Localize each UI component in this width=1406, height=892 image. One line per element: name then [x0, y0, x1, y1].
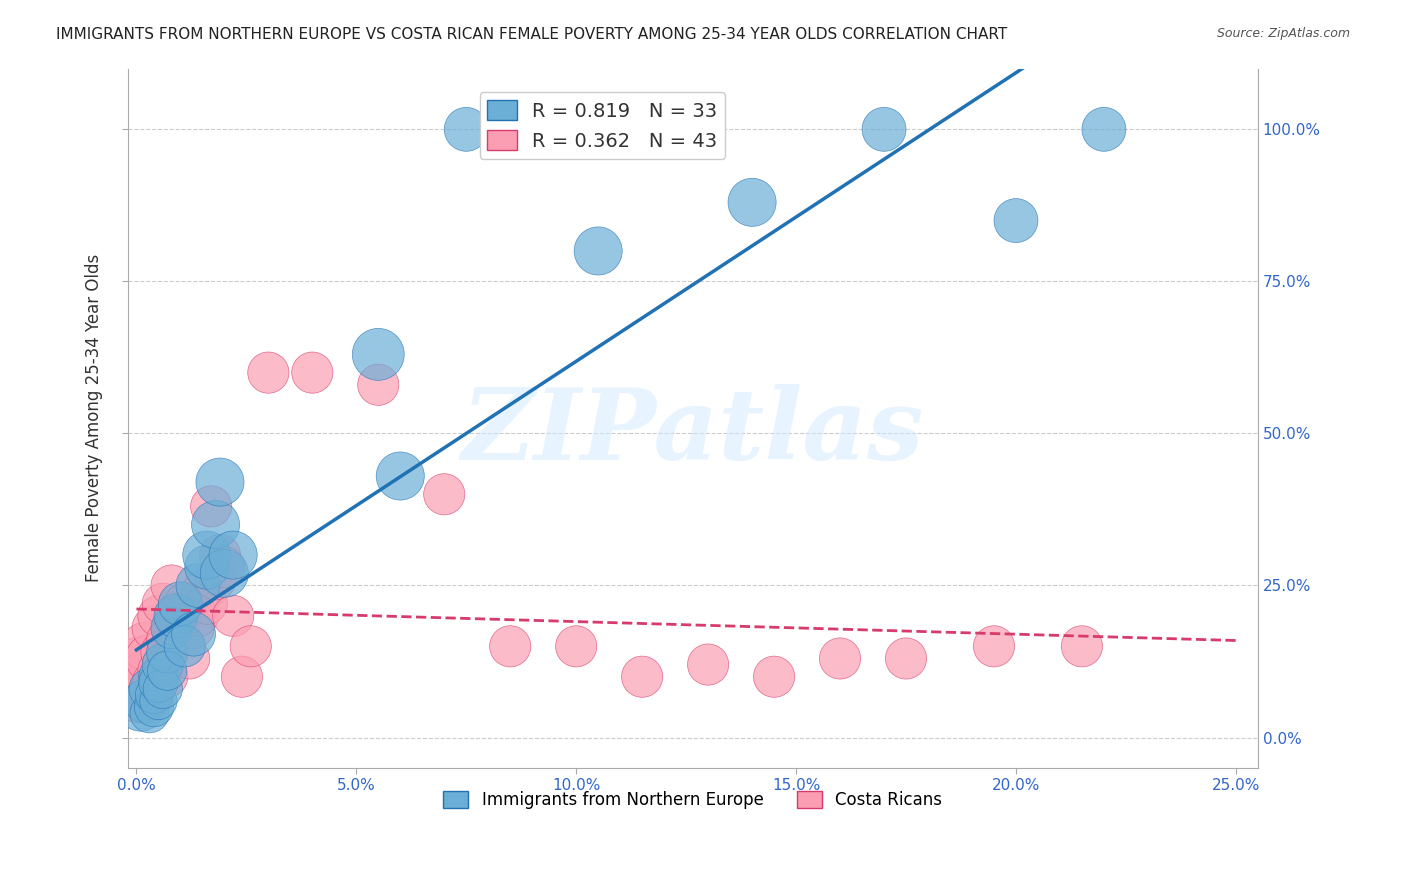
Point [143, 688, 166, 702]
Point [156, 664, 179, 678]
Point [183, 627, 205, 641]
Point [1092, 122, 1115, 136]
Point [195, 597, 218, 611]
Point [143, 700, 166, 714]
Point [148, 675, 170, 690]
Point [134, 670, 156, 684]
Point [156, 633, 179, 648]
Point [367, 377, 389, 392]
Y-axis label: Female Poverty Among 25-34 Year Olds: Female Poverty Among 25-34 Year Olds [86, 254, 103, 582]
Point [129, 700, 152, 714]
Point [179, 651, 201, 665]
Point [187, 608, 209, 623]
Point [222, 608, 245, 623]
Text: Source: ZipAtlas.com: Source: ZipAtlas.com [1216, 27, 1350, 40]
Point [148, 670, 170, 684]
Point [208, 548, 231, 562]
Point [301, 366, 323, 380]
Point [983, 640, 1005, 654]
Point [741, 195, 763, 210]
Point [433, 487, 456, 501]
Point [367, 347, 389, 361]
Point [160, 578, 183, 592]
Point [173, 640, 195, 654]
Point [165, 608, 187, 623]
Point [894, 651, 917, 665]
Point [160, 621, 183, 635]
Point [231, 670, 253, 684]
Point [143, 675, 166, 690]
Point [152, 645, 174, 659]
Point [156, 670, 179, 684]
Point [173, 597, 195, 611]
Point [152, 657, 174, 672]
Point [129, 657, 152, 672]
Point [1005, 213, 1028, 227]
Point [148, 694, 170, 708]
Point [214, 560, 236, 574]
Point [183, 621, 205, 635]
Text: ZIPatlas: ZIPatlas [461, 384, 924, 481]
Point [1071, 640, 1094, 654]
Point [586, 244, 609, 258]
Point [257, 366, 280, 380]
Point [456, 122, 478, 136]
Point [156, 645, 179, 659]
Point [187, 578, 209, 592]
Point [631, 670, 654, 684]
Point [763, 670, 786, 684]
Point [208, 475, 231, 489]
Point [169, 615, 191, 629]
Point [200, 500, 222, 514]
Point [169, 597, 191, 611]
Point [134, 694, 156, 708]
Point [152, 597, 174, 611]
Point [195, 560, 218, 574]
Point [152, 681, 174, 696]
Point [499, 640, 522, 654]
Point [138, 651, 160, 665]
Legend: Immigrants from Northern Europe, Costa Ricans: Immigrants from Northern Europe, Costa R… [437, 784, 949, 815]
Text: IMMIGRANTS FROM NORTHERN EUROPE VS COSTA RICAN FEMALE POVERTY AMONG 25-34 YEAR O: IMMIGRANTS FROM NORTHERN EUROPE VS COSTA… [56, 27, 1008, 42]
Point [389, 469, 412, 483]
Point [828, 651, 851, 665]
Point [138, 688, 160, 702]
Point [204, 573, 226, 587]
Point [129, 681, 152, 696]
Point [239, 640, 262, 654]
Point [134, 640, 156, 654]
Point [873, 122, 896, 136]
Point [204, 517, 226, 532]
Point [165, 608, 187, 623]
Point [143, 621, 166, 635]
Point [214, 566, 236, 581]
Point [138, 706, 160, 721]
Point [565, 640, 588, 654]
Point [222, 548, 245, 562]
Point [148, 608, 170, 623]
Point [148, 664, 170, 678]
Point [191, 584, 214, 599]
Point [138, 681, 160, 696]
Point [697, 657, 720, 672]
Point [195, 548, 218, 562]
